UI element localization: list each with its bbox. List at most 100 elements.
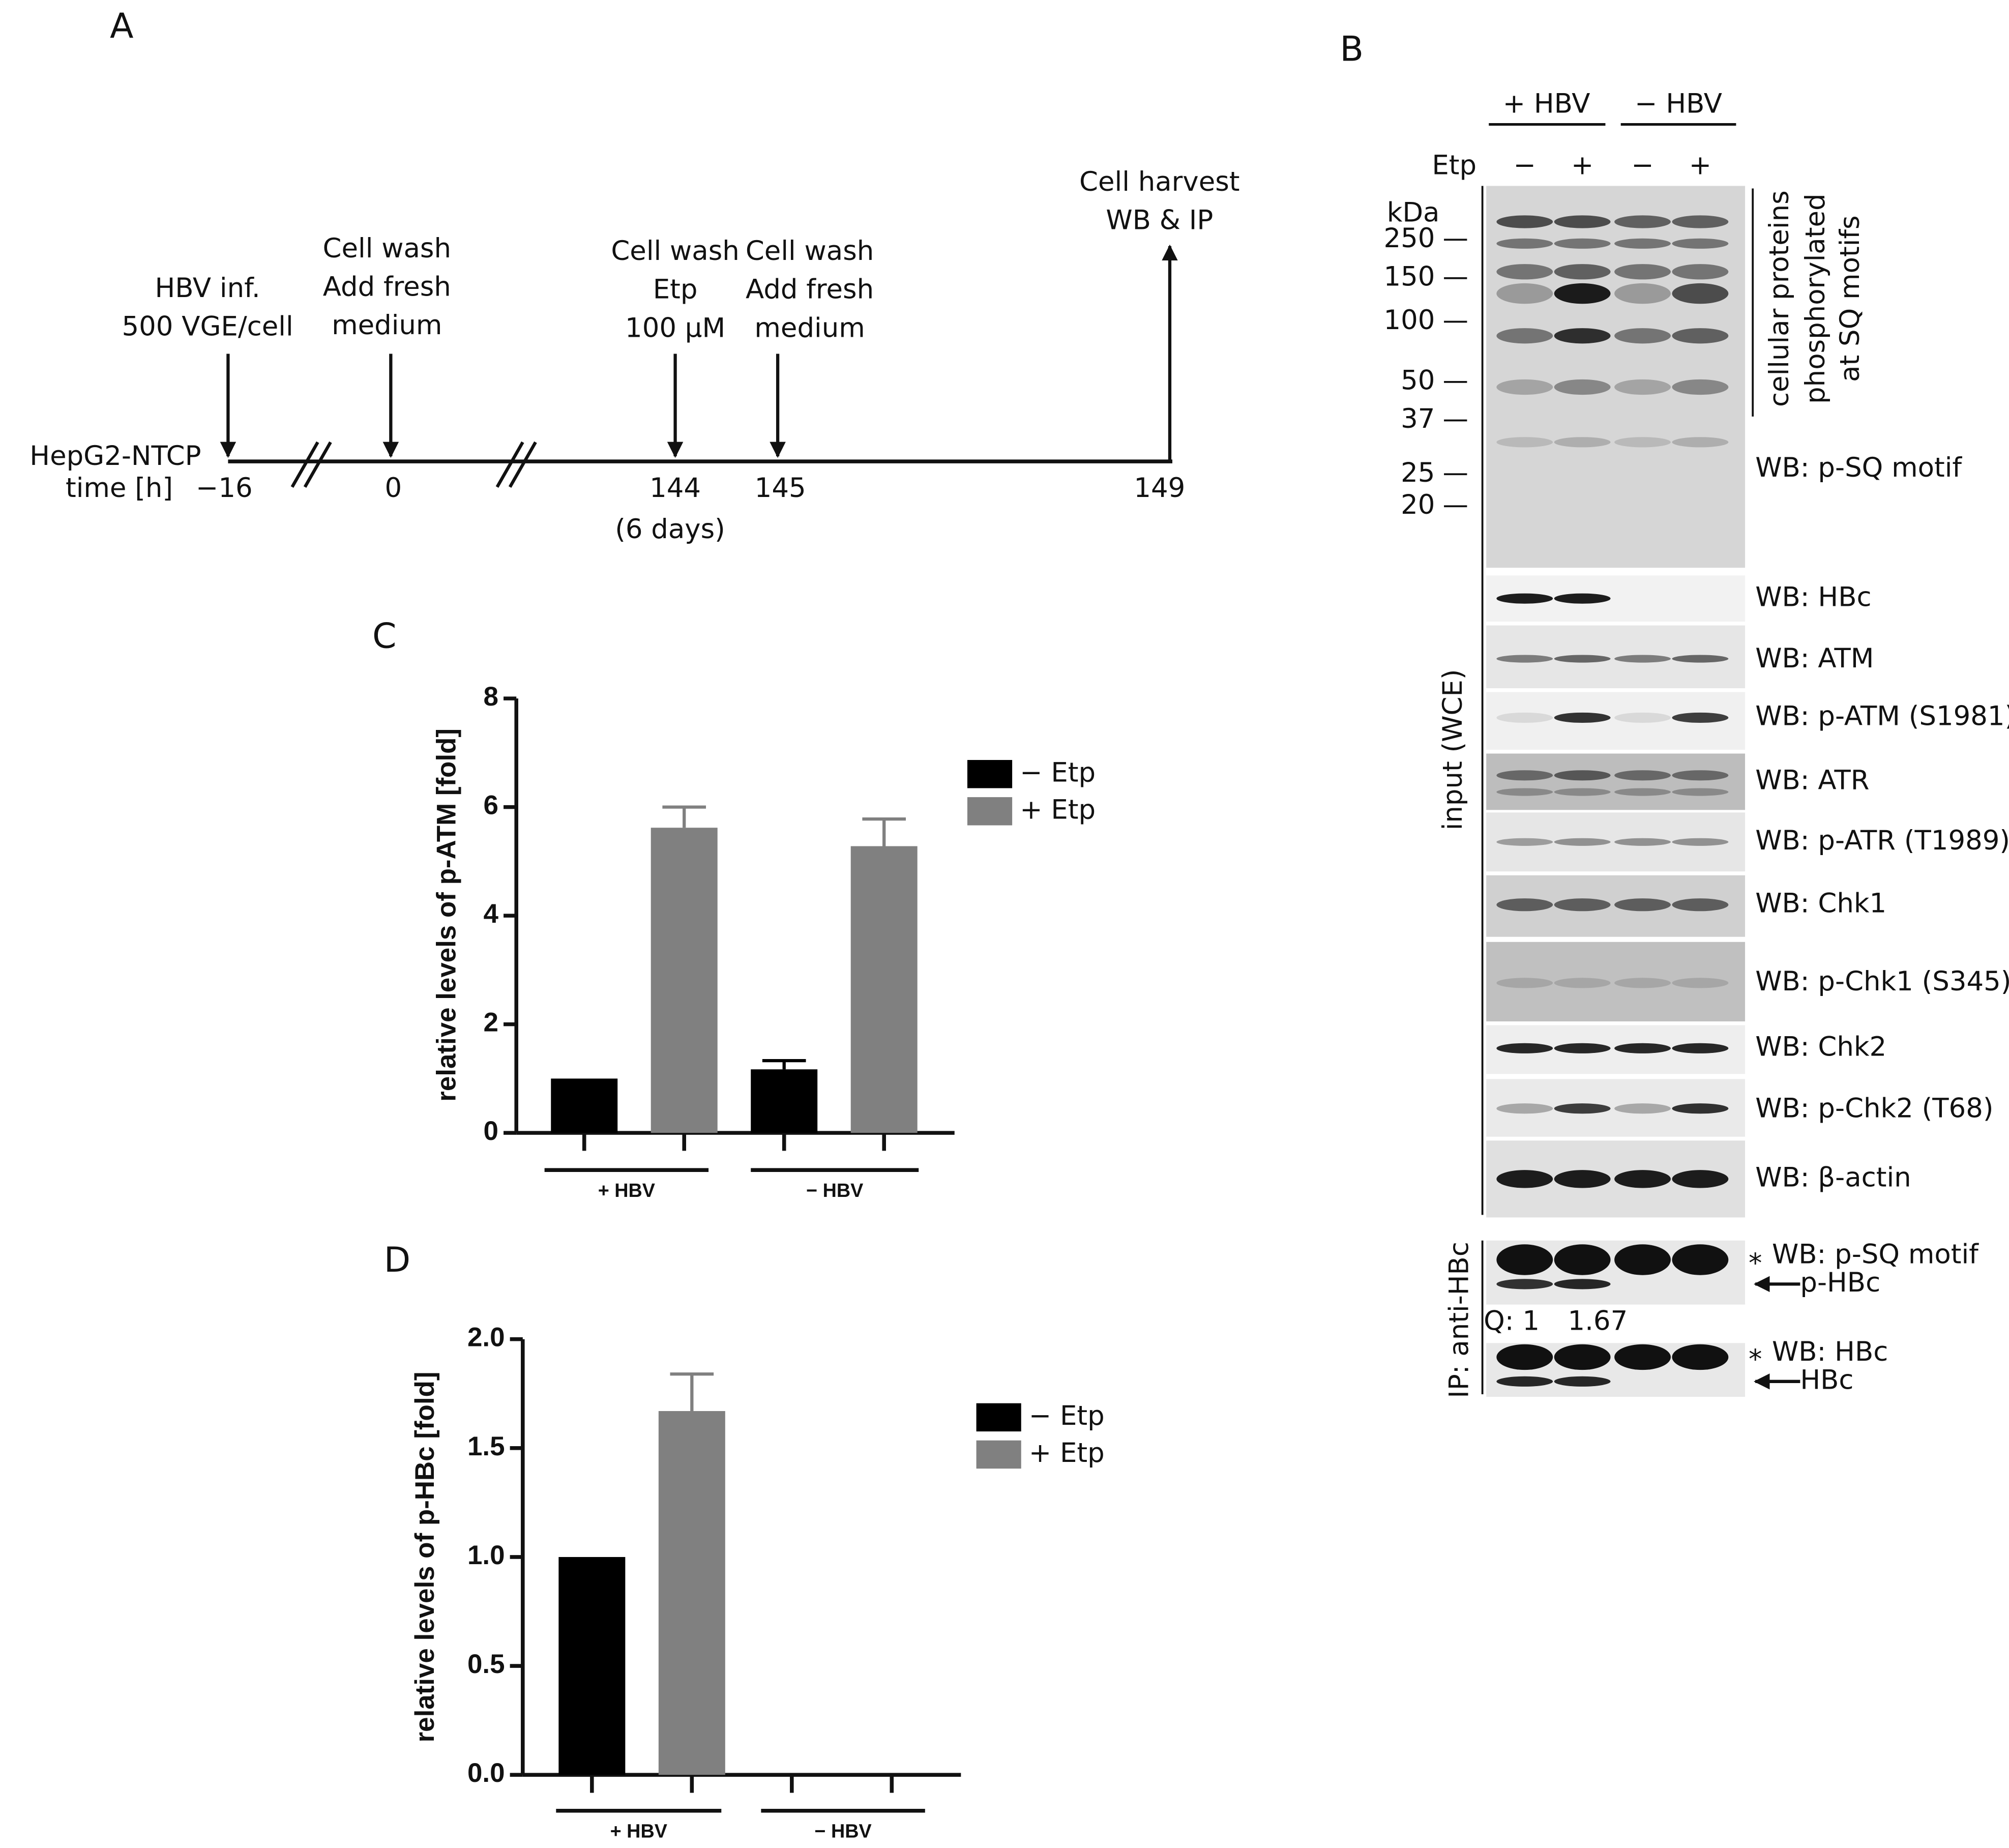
event-text: medium [332,310,442,341]
band [1554,1376,1611,1387]
arrow-label: HBc [1800,1364,1853,1395]
band [1554,712,1611,723]
band [1614,1103,1671,1114]
blot-label: WB: Chk2 [1755,1031,1886,1062]
x-category-label: + HBV [610,1821,667,1842]
band [1496,788,1553,796]
lane-sign: − [1514,150,1536,181]
band [1496,1376,1553,1387]
bar [558,1557,626,1775]
band [1672,1170,1729,1188]
band [1496,898,1553,912]
bar [658,1411,725,1775]
band [1614,1170,1671,1188]
bracket-text: cellular proteins [1764,190,1795,407]
error-bar [762,1059,806,1070]
event-text: 100 μM [625,312,725,343]
marker-label: 25 [1401,457,1435,488]
legend-swatch [976,1440,1021,1469]
band [1554,593,1611,604]
group-label: − HBV [1635,88,1722,119]
y-tick-label: 8 [484,682,498,712]
event-text: Add fresh [323,272,451,303]
event-text: Cell wash [611,236,739,267]
time-label: 149 [1134,473,1185,504]
q-label: Q: 1 [1484,1306,1540,1337]
panel-label: D [384,1240,410,1280]
band [1496,328,1553,344]
band [1614,770,1671,781]
band [1672,238,1729,249]
y-tick-label: 1.5 [467,1431,505,1461]
legend-label: + Etp [1029,1438,1105,1469]
error-bar [862,817,906,846]
band [1554,1043,1611,1053]
band [1614,1244,1671,1275]
marker-label: 50 [1401,365,1435,396]
y-tick-label: 6 [484,790,498,820]
band [1672,655,1729,663]
y-tick-label: 2.0 [467,1323,505,1353]
bar [850,846,918,1133]
band [1496,264,1553,280]
break-mark [508,441,537,488]
bar [651,828,718,1133]
band [1672,788,1729,796]
band [1614,1344,1671,1370]
band [1496,712,1553,723]
event-text: WB & IP [1106,205,1213,236]
band [1496,379,1553,395]
event-text: Cell wash [323,233,451,264]
legend-label: − Etp [1020,757,1096,788]
y-tick-label: 0.5 [467,1649,505,1679]
time-axis-label: time [h] [66,473,173,504]
band [1554,1244,1611,1275]
asterisk: * [1749,1248,1762,1279]
time-label: −16 [196,473,253,504]
band [1554,238,1611,249]
legend-label: + Etp [1020,794,1096,825]
band [1554,770,1611,781]
event-text: Cell wash [746,236,874,267]
marker-label: 100 [1383,305,1435,336]
band [1672,1103,1729,1114]
band [1496,838,1553,846]
legend-swatch [967,797,1013,826]
band [1614,655,1671,663]
band [1554,1279,1611,1289]
treatment-label: Etp [1432,150,1476,181]
lane-sign: + [1689,150,1711,181]
marker-label: 37 [1401,403,1435,434]
event-text: HBV inf. [155,273,260,304]
band [1672,437,1729,448]
blot-label: WB: p-SQ motif [1755,452,1962,483]
band [1614,1043,1671,1053]
y-tick-label: 0.0 [467,1758,505,1788]
band [1554,437,1611,448]
group-label: + HBV [1503,88,1590,119]
band [1614,215,1671,228]
ip-label: IP: anti-HBc [1443,1242,1474,1398]
band [1614,328,1671,344]
y-tick-label: 0 [484,1116,498,1146]
blot-label: WB: HBc [1772,1336,1888,1367]
blot-label: WB: ATM [1755,643,1874,674]
blot-label: WB: p-Chk1 (S345) [1755,966,2009,997]
bracket-text: phosphorylated [1800,193,1831,403]
band [1672,328,1729,344]
blot [1486,812,1746,872]
event-text: Cell harvest [1079,166,1239,197]
band [1614,978,1671,988]
band [1496,437,1553,448]
y-axis-label: relative levels of p-ATM [fold] [432,728,462,1102]
band [1496,1279,1553,1289]
band [1496,1103,1553,1114]
band [1672,978,1729,988]
blot [1486,942,1746,1021]
arrow-label: p-HBc [1800,1267,1880,1298]
band [1614,437,1671,448]
band [1496,655,1553,663]
kda-label: kDa [1387,197,1440,228]
panel-label: A [110,6,134,46]
